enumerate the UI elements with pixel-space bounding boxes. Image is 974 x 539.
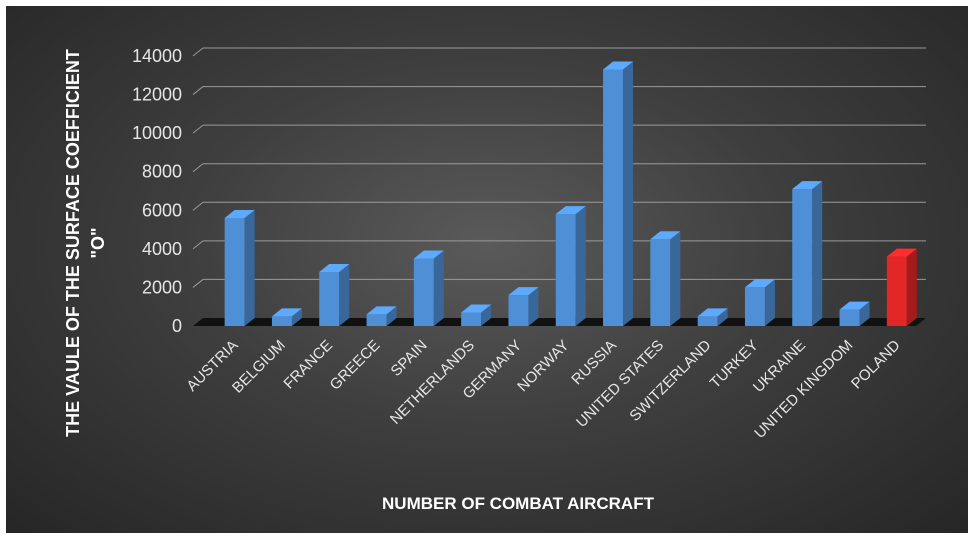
bar-chart: 0 2000 4000 6000 8000 10000 12000 14000 AUSTRIA… bbox=[63, 46, 926, 513]
bar-top bbox=[271, 308, 302, 317]
y-tick-label: 4000 bbox=[142, 239, 182, 259]
bar bbox=[461, 304, 492, 326]
bar bbox=[697, 308, 728, 326]
gridline-diag bbox=[192, 163, 204, 173]
bar-front bbox=[792, 189, 813, 326]
bar-front bbox=[319, 272, 340, 326]
bar-side bbox=[244, 210, 255, 326]
bar-side bbox=[717, 308, 728, 326]
bar-top bbox=[366, 306, 397, 315]
category-label: NETHERLANDS bbox=[387, 337, 478, 428]
y-tick-label: 10000 bbox=[132, 123, 182, 143]
gridline-diag bbox=[192, 124, 204, 134]
category-label: UNITED STATES bbox=[573, 337, 667, 431]
bar-top bbox=[461, 304, 492, 313]
bar-side bbox=[481, 304, 492, 326]
bar-front bbox=[271, 316, 292, 326]
bar-front bbox=[839, 309, 860, 326]
y-axis-title-symbol: "O" bbox=[88, 227, 108, 258]
bar bbox=[839, 301, 870, 326]
category-label: GREECE bbox=[327, 337, 384, 394]
bar-side bbox=[906, 248, 917, 326]
bar-side bbox=[291, 308, 302, 326]
y-tick-label: 0 bbox=[172, 316, 182, 336]
bar-top bbox=[224, 210, 255, 218]
bars bbox=[224, 61, 917, 326]
y-tick-labels: 0 2000 4000 6000 8000 10000 12000 14000 bbox=[132, 46, 182, 336]
bar bbox=[792, 181, 823, 326]
y-tick-label: 2000 bbox=[142, 277, 182, 297]
bar bbox=[271, 308, 302, 326]
gridline-diag bbox=[192, 279, 204, 288]
gridline-diag bbox=[192, 201, 204, 211]
bar-top bbox=[555, 206, 586, 215]
bar bbox=[744, 279, 775, 326]
x-axis-title: NUMBER OF COMBAT AIRCRAFT bbox=[382, 494, 655, 513]
bar-top bbox=[508, 287, 539, 296]
gridline-diag bbox=[192, 240, 204, 250]
bar-front bbox=[744, 287, 765, 326]
bar-top bbox=[697, 308, 728, 317]
bar-side bbox=[623, 61, 634, 326]
bar-front bbox=[366, 314, 387, 326]
bar-side bbox=[859, 301, 870, 326]
bar bbox=[555, 206, 586, 326]
bar bbox=[603, 61, 634, 326]
bar-side bbox=[764, 279, 775, 326]
bar-front bbox=[650, 239, 671, 326]
bar-side bbox=[386, 306, 397, 326]
y-tick-label: 8000 bbox=[142, 162, 182, 182]
y-tick-label: 12000 bbox=[132, 85, 182, 105]
bar bbox=[224, 210, 255, 326]
bar bbox=[650, 231, 681, 326]
bar-top bbox=[792, 181, 823, 190]
bar-front bbox=[224, 218, 245, 326]
category-label: SPAIN bbox=[388, 337, 431, 380]
bar-side bbox=[812, 181, 823, 326]
bar-top bbox=[319, 264, 350, 272]
bar-front bbox=[555, 214, 576, 326]
bar-front bbox=[697, 316, 718, 326]
category-label: NORWAY bbox=[514, 337, 572, 395]
bar-front bbox=[508, 295, 529, 326]
bar bbox=[413, 250, 444, 326]
bar-side bbox=[433, 250, 444, 326]
bar-top bbox=[603, 61, 634, 70]
bar bbox=[508, 287, 539, 326]
bar-side bbox=[339, 264, 350, 326]
y-tick-label: 6000 bbox=[142, 200, 182, 220]
y-tick-label: 14000 bbox=[132, 46, 182, 66]
bar-front bbox=[886, 256, 907, 326]
bar-top bbox=[413, 250, 444, 259]
category-label: POLAND bbox=[848, 337, 904, 393]
category-label: SWITZERLAND bbox=[626, 337, 714, 425]
bar bbox=[319, 264, 350, 326]
bar-side bbox=[670, 231, 681, 326]
bar-front bbox=[603, 69, 624, 326]
bar-front bbox=[413, 258, 434, 326]
bar-top bbox=[839, 301, 870, 310]
chart-area: 0 2000 4000 6000 8000 10000 12000 14000 AUSTRIA… bbox=[6, 6, 968, 533]
bar-side bbox=[575, 206, 586, 326]
bar bbox=[886, 248, 917, 326]
gridline-diag bbox=[192, 47, 204, 57]
gridline-diag bbox=[192, 86, 204, 95]
bar-top bbox=[744, 279, 775, 288]
bar-top bbox=[886, 248, 917, 257]
y-axis-title: THE VAULE OF THE SURFACE COEFFICIENT bbox=[63, 49, 83, 437]
bar-top bbox=[650, 231, 681, 240]
bar-side bbox=[528, 287, 539, 326]
bar-front bbox=[461, 312, 482, 326]
bar bbox=[366, 306, 397, 326]
